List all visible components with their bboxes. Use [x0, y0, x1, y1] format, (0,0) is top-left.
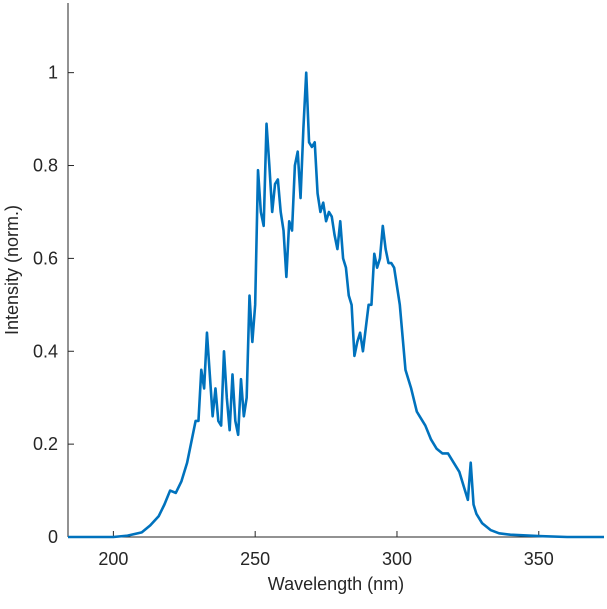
y-tick-label: 0.8: [33, 156, 58, 176]
y-tick-label: 0.6: [33, 248, 58, 268]
y-tick-label: 0.2: [33, 434, 58, 454]
x-tick-label: 250: [240, 549, 270, 569]
y-tick-label: 0: [48, 527, 58, 547]
x-tick-label: 200: [98, 549, 128, 569]
x-tick-label: 350: [524, 549, 554, 569]
x-tick-label: 300: [382, 549, 412, 569]
x-axis-label: Wavelength (nm): [268, 574, 404, 594]
y-tick-label: 0.4: [33, 341, 58, 361]
data-line: [68, 71, 604, 539]
y-axis-label: Intensity (norm.): [2, 205, 22, 335]
y-tick-label: 1: [48, 63, 58, 83]
